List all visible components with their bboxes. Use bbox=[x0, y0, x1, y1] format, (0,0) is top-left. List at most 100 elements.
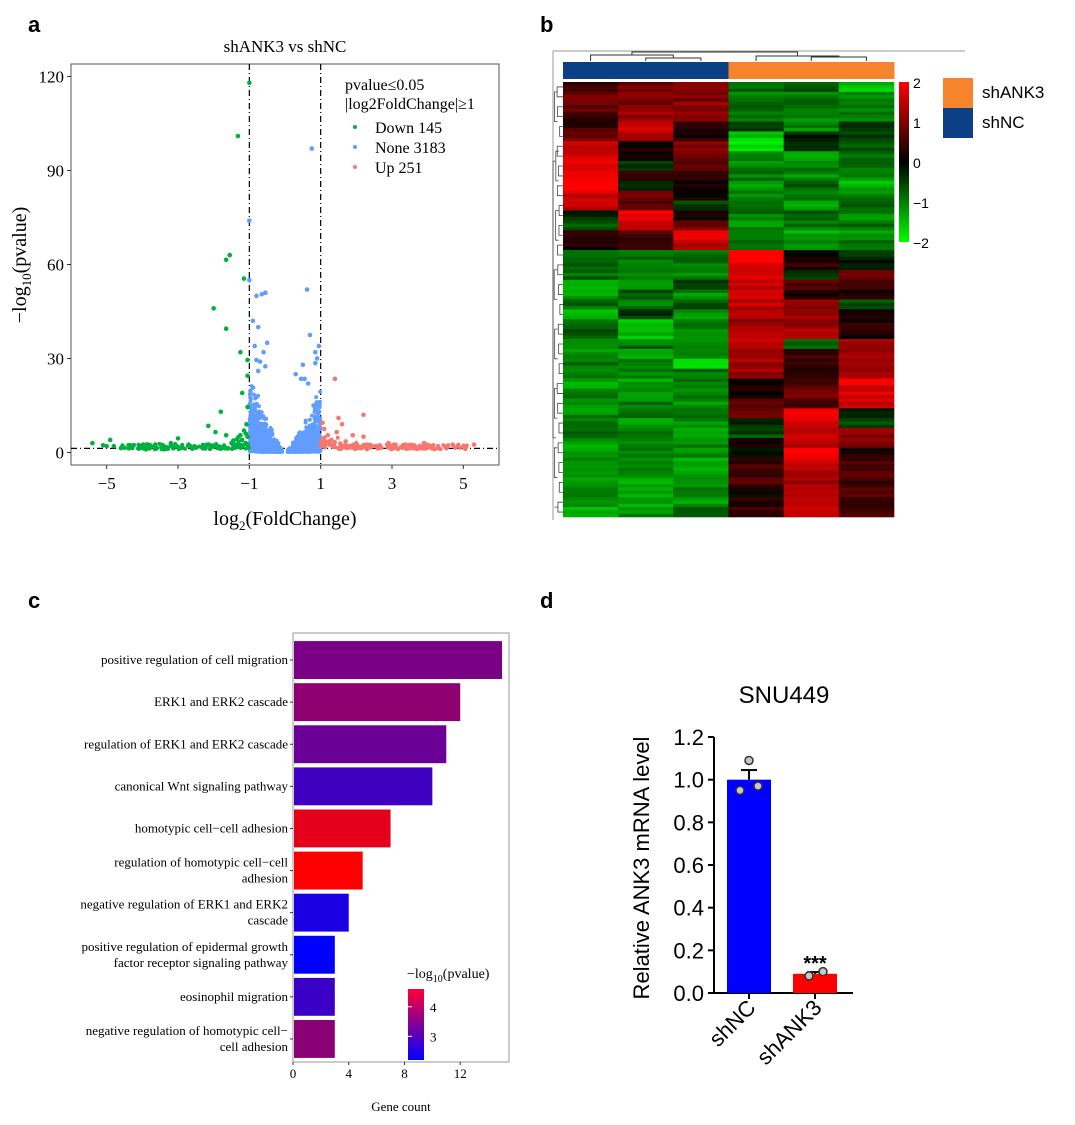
heatmap-cell bbox=[563, 428, 619, 432]
heatmap-cell bbox=[783, 375, 840, 379]
point-up bbox=[361, 434, 366, 440]
heatmap-cell bbox=[618, 167, 674, 172]
row-dendrogram-branch bbox=[558, 462, 563, 473]
heatmap-cell bbox=[563, 306, 619, 310]
heatmap-cell bbox=[783, 128, 840, 132]
heatmap-cell bbox=[838, 273, 895, 277]
heatmap-cell bbox=[728, 187, 784, 192]
point-none-cloud bbox=[278, 447, 283, 452]
heatmap-cell bbox=[838, 154, 895, 159]
heatmap-cell bbox=[563, 388, 619, 393]
heatmap-cell bbox=[673, 223, 729, 228]
heatmap-cell bbox=[783, 312, 840, 317]
heatmap-cell bbox=[618, 164, 674, 168]
heatmap-cell bbox=[618, 302, 674, 307]
point-down bbox=[245, 373, 250, 379]
heatmap-cell bbox=[783, 164, 840, 168]
heatmap-cell bbox=[728, 88, 784, 93]
heatmap-cell bbox=[838, 345, 895, 350]
heatmap-cell bbox=[563, 240, 619, 244]
row-dendrogram-branch bbox=[557, 402, 563, 414]
heatmap-cell bbox=[838, 233, 895, 238]
point-none-cloud bbox=[261, 438, 266, 443]
heatmap-cell bbox=[728, 269, 784, 274]
point-none bbox=[263, 364, 268, 369]
heatmap-cell bbox=[728, 98, 784, 103]
heatmap-cell bbox=[563, 493, 619, 498]
heatmap-cell bbox=[838, 355, 895, 360]
colorbar-tick-label: −2 bbox=[913, 235, 929, 251]
heatmap-cell bbox=[673, 358, 729, 363]
point-none-cloud bbox=[317, 432, 322, 437]
heatmap-cell bbox=[783, 223, 840, 228]
heatmap-cell bbox=[728, 388, 784, 393]
heatmap-cell bbox=[563, 424, 619, 429]
heatmap-cell bbox=[563, 470, 619, 475]
heatmap-cell bbox=[728, 174, 784, 178]
heatmap-cell bbox=[728, 170, 784, 175]
x-tick-label: 1 bbox=[316, 474, 325, 493]
point-none-cloud bbox=[268, 430, 273, 435]
point-down bbox=[241, 276, 247, 281]
heatmap-cell bbox=[838, 194, 895, 198]
heatmap-cell bbox=[728, 510, 784, 515]
heatmap-cell bbox=[673, 372, 729, 376]
heatmap-cell bbox=[838, 493, 895, 498]
heatmap-cell bbox=[728, 82, 784, 86]
heatmap-cell bbox=[563, 263, 619, 267]
go-bar bbox=[294, 809, 391, 848]
group-bar-shank3 bbox=[783, 62, 840, 79]
panel-label-b: b bbox=[540, 12, 554, 37]
point-none bbox=[313, 349, 318, 355]
heatmap-cell bbox=[838, 339, 895, 343]
heatmap-cell bbox=[673, 437, 729, 442]
heatmap-cell bbox=[783, 431, 840, 435]
point-none-cloud bbox=[264, 422, 269, 427]
heatmap-cell bbox=[838, 170, 895, 175]
heatmap-cell bbox=[838, 325, 895, 330]
heatmap-cell bbox=[618, 414, 674, 419]
x-tick-label: −3 bbox=[169, 474, 187, 493]
point-none-cloud bbox=[308, 429, 313, 434]
heatmap-cell bbox=[728, 302, 784, 307]
heatmap-cell bbox=[783, 243, 840, 248]
heatmap-cell bbox=[563, 194, 619, 198]
heatmap-cell bbox=[728, 507, 784, 511]
heatmap-cell bbox=[728, 266, 784, 271]
heatmap-cell bbox=[728, 457, 784, 462]
heatmap-cell bbox=[728, 118, 784, 122]
heatmap-cell bbox=[673, 236, 729, 241]
point-up-fill bbox=[403, 442, 408, 447]
point-up bbox=[471, 442, 477, 447]
point-none-cloud bbox=[248, 396, 253, 401]
heatmap-cell bbox=[728, 276, 784, 281]
point-up-fill bbox=[432, 447, 437, 452]
point-down bbox=[218, 446, 224, 452]
heatmap-cell bbox=[673, 151, 729, 155]
heatmap-cell bbox=[618, 253, 674, 257]
heatmap-cell bbox=[563, 339, 619, 343]
heatmap-cell bbox=[838, 114, 895, 119]
point-none bbox=[293, 371, 299, 377]
heatmap-cell bbox=[783, 134, 840, 139]
heatmap-cell bbox=[783, 358, 840, 363]
heatmap-cell bbox=[783, 217, 840, 221]
point-up bbox=[443, 444, 448, 450]
heatmap-cell bbox=[563, 180, 619, 185]
heatmap-cell bbox=[563, 421, 619, 426]
heatmap-cell bbox=[618, 388, 674, 393]
heatmap-cell bbox=[728, 131, 784, 136]
heatmap-cell bbox=[563, 203, 619, 208]
row-dendrogram-branch bbox=[555, 150, 559, 182]
point-down bbox=[227, 252, 233, 258]
heatmap-cell bbox=[838, 365, 895, 370]
heatmap-cell bbox=[618, 437, 674, 442]
heatmap-cell bbox=[618, 332, 674, 337]
point-down bbox=[235, 133, 241, 139]
heatmap-cell bbox=[673, 447, 729, 452]
heatmap-cell bbox=[673, 240, 729, 244]
point-up-fill bbox=[359, 446, 364, 451]
legend-label-none: None 3183 bbox=[375, 140, 446, 157]
heatmap-cell bbox=[838, 151, 895, 155]
